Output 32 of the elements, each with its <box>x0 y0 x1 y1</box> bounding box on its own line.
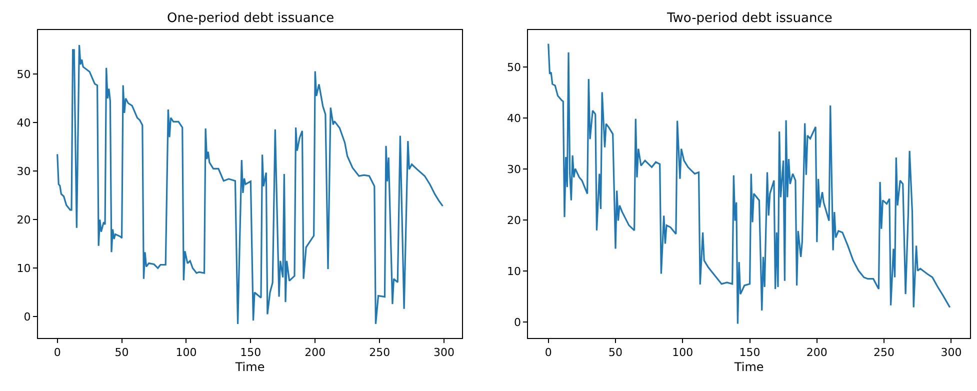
y-tick-label: 40 <box>507 112 522 126</box>
x-axis-title: Time <box>733 360 764 374</box>
x-tick-label: 200 <box>304 346 326 360</box>
y-tick-label: 30 <box>507 163 522 176</box>
line-series <box>548 42 951 325</box>
x-tick-label: 50 <box>114 346 129 360</box>
x-tick-label: 200 <box>806 346 828 360</box>
chart-title: One-period debt issuance <box>167 11 334 26</box>
x-tick-label: 0 <box>54 346 61 360</box>
line-series <box>56 44 444 325</box>
x-tick-label: 300 <box>940 346 962 360</box>
x-tick-label: 100 <box>176 346 197 360</box>
x-tick-label: 250 <box>369 346 390 360</box>
x-axis-title: Time <box>234 360 265 374</box>
y-tick-label: 40 <box>16 116 31 130</box>
x-tick-label: 0 <box>544 346 552 360</box>
x-tick-label: 250 <box>874 346 895 360</box>
x-tick-label: 100 <box>672 346 694 360</box>
y-tick-label: 10 <box>507 265 522 278</box>
y-tick-label: 50 <box>16 68 31 81</box>
x-tick-label: 150 <box>739 346 760 360</box>
y-tick-label: 20 <box>16 214 31 226</box>
x-tick-label: 50 <box>608 346 623 360</box>
chart-title: Two-period debt issuance <box>666 11 832 26</box>
y-tick-label: 10 <box>16 262 31 275</box>
y-tick-label: 50 <box>507 61 522 74</box>
y-tick-label: 30 <box>16 165 31 178</box>
x-tick-label: 300 <box>434 346 455 360</box>
y-tick-label: 0 <box>514 316 522 330</box>
y-tick-label: 0 <box>24 310 31 324</box>
x-tick-label: 150 <box>240 346 262 360</box>
y-tick-label: 20 <box>507 214 522 228</box>
